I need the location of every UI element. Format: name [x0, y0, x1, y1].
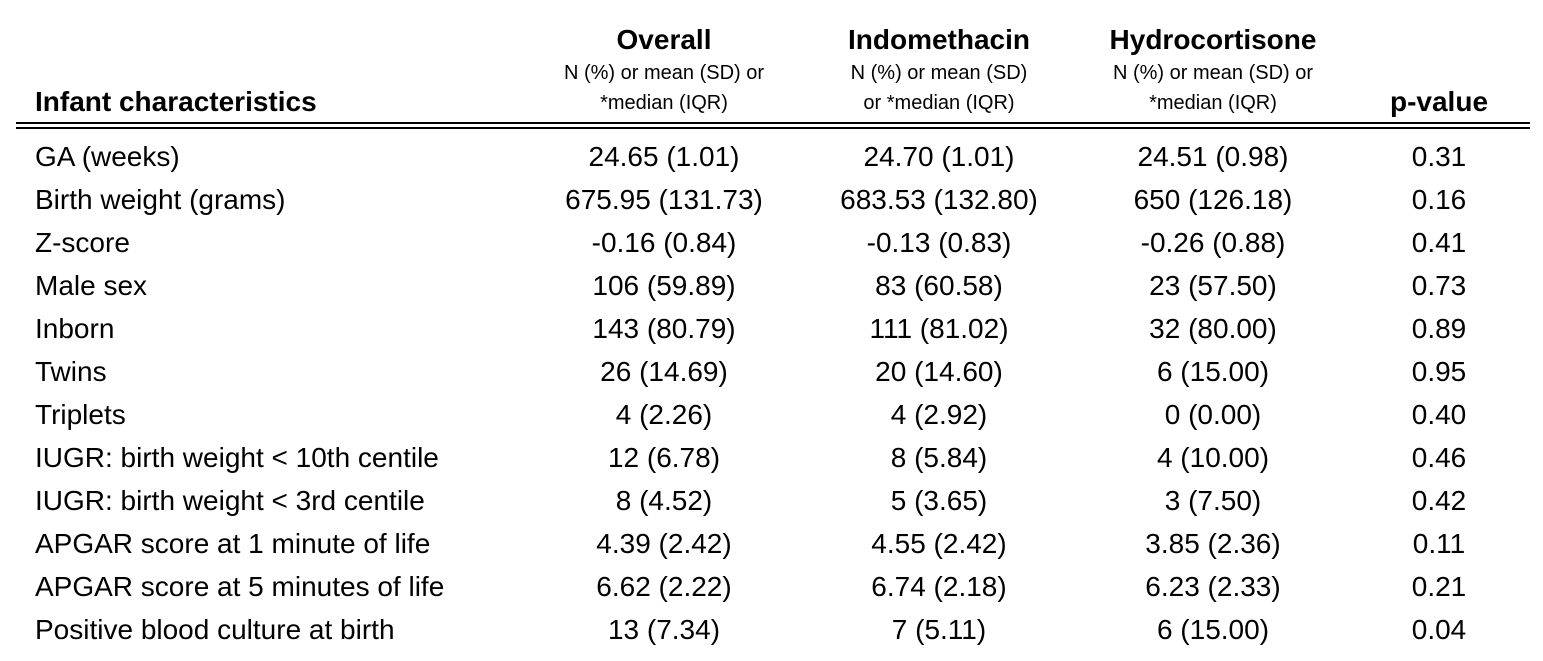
- cell-p-value: 0.73: [1411, 270, 1467, 301]
- cell-hydrocortisone: 6 (15.00): [1156, 356, 1270, 387]
- cell-indomethacin: 683.53 (132.80): [840, 184, 1038, 215]
- row-label: IUGR: birth weight < 3rd centile: [35, 485, 425, 516]
- cell-p-value: 0.04: [1411, 614, 1467, 645]
- cell-p-value: 0.95: [1411, 356, 1467, 387]
- cell-hydrocortisone: 3 (7.50): [1164, 485, 1262, 516]
- header-hydrocortisone-title: Hydrocortisone: [1109, 24, 1317, 55]
- row-label: Male sex: [35, 270, 148, 301]
- table-row: Triplets 4 (2.26) 4 (2.92) 0 (0.00) 0.40: [16, 393, 1530, 436]
- header-indomethacin-title: Indomethacin: [847, 24, 1030, 55]
- row-label: Inborn: [35, 313, 115, 344]
- cell-overall: 675.95 (131.73): [565, 184, 763, 215]
- cell-hydrocortisone: 4 (10.00): [1156, 442, 1270, 473]
- cell-indomethacin: 111 (81.02): [869, 313, 1009, 344]
- table-row: Z-score -0.16 (0.84) -0.13 (0.83) -0.26 (0.…: [16, 221, 1530, 264]
- table-row: Positive blood culture at birth 13 (7.34)…: [16, 608, 1530, 651]
- cell-p-value: 0.31: [1411, 141, 1467, 172]
- cell-indomethacin: 24.70 (1.01): [863, 141, 1015, 172]
- cell-overall: 12 (6.78): [607, 442, 721, 473]
- table-row: Birth weight (grams) 675.95 (131.73) 683.5…: [16, 178, 1530, 221]
- cell-p-value: 0.89: [1411, 313, 1467, 344]
- table-row: GA (weeks) 24.65 (1.01) 24.70 (1.01) 24.51 …: [16, 135, 1530, 178]
- header-indomethacin: Indomethacin N (%) or mean (SD) or *medi…: [819, 22, 1059, 118]
- table-row: IUGR: birth weight < 3rd centile 8 (4.52)…: [16, 479, 1530, 522]
- header-overall-title: Overall: [616, 24, 712, 55]
- header-hydrocortisone: Hydrocortisone N (%) or mean (SD) or *me…: [1093, 22, 1333, 118]
- cell-hydrocortisone: 0 (0.00): [1164, 399, 1262, 430]
- header-indomethacin-subtitle: N (%) or mean (SD) or *median (IQR): [850, 62, 1028, 114]
- header-infant-characteristics: Infant characteristics: [35, 86, 317, 117]
- row-label: Birth weight (grams): [35, 184, 286, 215]
- cell-overall: 8 (4.52): [615, 485, 713, 516]
- cell-hydrocortisone: 23 (57.50): [1149, 270, 1277, 301]
- table-row: APGAR score at 5 minutes of life 6.62 (2.…: [16, 565, 1530, 608]
- cell-hydrocortisone: 3.85 (2.36): [1145, 528, 1281, 559]
- cell-overall: 24.65 (1.01): [588, 141, 740, 172]
- cell-indomethacin: 83 (60.58): [875, 270, 1003, 301]
- row-label: APGAR score at 5 minutes of life: [35, 571, 445, 602]
- header-p-value: p-value: [1389, 86, 1489, 117]
- table-row: IUGR: birth weight < 10th centile 12 (6.7…: [16, 436, 1530, 479]
- cell-hydrocortisone: -0.26 (0.88): [1140, 227, 1286, 258]
- row-label: IUGR: birth weight < 10th centile: [35, 442, 439, 473]
- cell-indomethacin: 6.74 (2.18): [871, 571, 1007, 602]
- cell-hydrocortisone: 24.51 (0.98): [1137, 141, 1289, 172]
- cell-overall: 26 (14.69): [600, 356, 728, 387]
- cell-p-value: 0.41: [1411, 227, 1467, 258]
- cell-hydrocortisone: 32 (80.00): [1149, 313, 1277, 344]
- cell-indomethacin: 4 (2.92): [890, 399, 988, 430]
- cell-p-value: 0.46: [1411, 442, 1467, 473]
- cell-p-value: 0.42: [1411, 485, 1467, 516]
- table-row: Inborn 143 (80.79) 111 (81.02) 32 (80.00) 0.…: [16, 307, 1530, 350]
- header-overall-subtitle: N (%) or mean (SD) or *median (IQR): [563, 62, 765, 114]
- cell-p-value: 0.16: [1411, 184, 1467, 215]
- cell-indomethacin: 8 (5.84): [890, 442, 988, 473]
- cell-indomethacin: 7 (5.11): [891, 614, 987, 645]
- table-header: Overall N (%) or mean (SD) or *median (I…: [16, 0, 1530, 122]
- row-label: Positive blood culture at birth: [35, 614, 395, 645]
- cell-p-value: 0.11: [1412, 528, 1466, 559]
- cell-indomethacin: 5 (3.65): [890, 485, 988, 516]
- cell-overall: 106 (59.89): [592, 270, 736, 301]
- cell-hydrocortisone: 6 (15.00): [1156, 614, 1270, 645]
- row-label: APGAR score at 1 minute of life: [35, 528, 431, 559]
- cell-indomethacin: 4.55 (2.42): [871, 528, 1007, 559]
- cell-overall: 13 (7.34): [607, 614, 721, 645]
- cell-p-value: 0.40: [1411, 399, 1467, 430]
- cell-overall: 143 (80.79): [592, 313, 736, 344]
- cell-p-value: 0.21: [1411, 571, 1467, 602]
- row-label: Z-score: [35, 227, 130, 258]
- header-overall: Overall N (%) or mean (SD) or *median (I…: [544, 22, 784, 118]
- table-row: APGAR score at 1 minute of life 4.39 (2.4…: [16, 522, 1530, 565]
- cell-overall: 6.62 (2.22): [596, 571, 732, 602]
- table-body: GA (weeks) 24.65 (1.01) 24.70 (1.01) 24.51 …: [16, 135, 1530, 651]
- row-label: Triplets: [35, 399, 126, 430]
- cell-indomethacin: 20 (14.60): [875, 356, 1003, 387]
- header-double-rule: [16, 122, 1530, 129]
- cell-indomethacin: -0.13 (0.83): [866, 227, 1012, 258]
- table-row: Twins 26 (14.69) 20 (14.60) 6 (15.00) 0.95: [16, 350, 1530, 393]
- row-label: GA (weeks): [35, 141, 180, 172]
- header-hydrocortisone-subtitle: N (%) or mean (SD) or *median (IQR): [1112, 62, 1314, 114]
- row-label: Twins: [35, 356, 107, 387]
- cell-hydrocortisone: 650 (126.18): [1133, 184, 1293, 215]
- cell-hydrocortisone: 6.23 (2.33): [1145, 571, 1281, 602]
- cell-overall: 4.39 (2.42): [596, 528, 732, 559]
- infant-characteristics-table: Overall N (%) or mean (SD) or *median (I…: [16, 0, 1530, 651]
- cell-overall: 4 (2.26): [615, 399, 713, 430]
- table-row: Male sex 106 (59.89) 83 (60.58) 23 (57.50) 0…: [16, 264, 1530, 307]
- cell-overall: -0.16 (0.84): [591, 227, 737, 258]
